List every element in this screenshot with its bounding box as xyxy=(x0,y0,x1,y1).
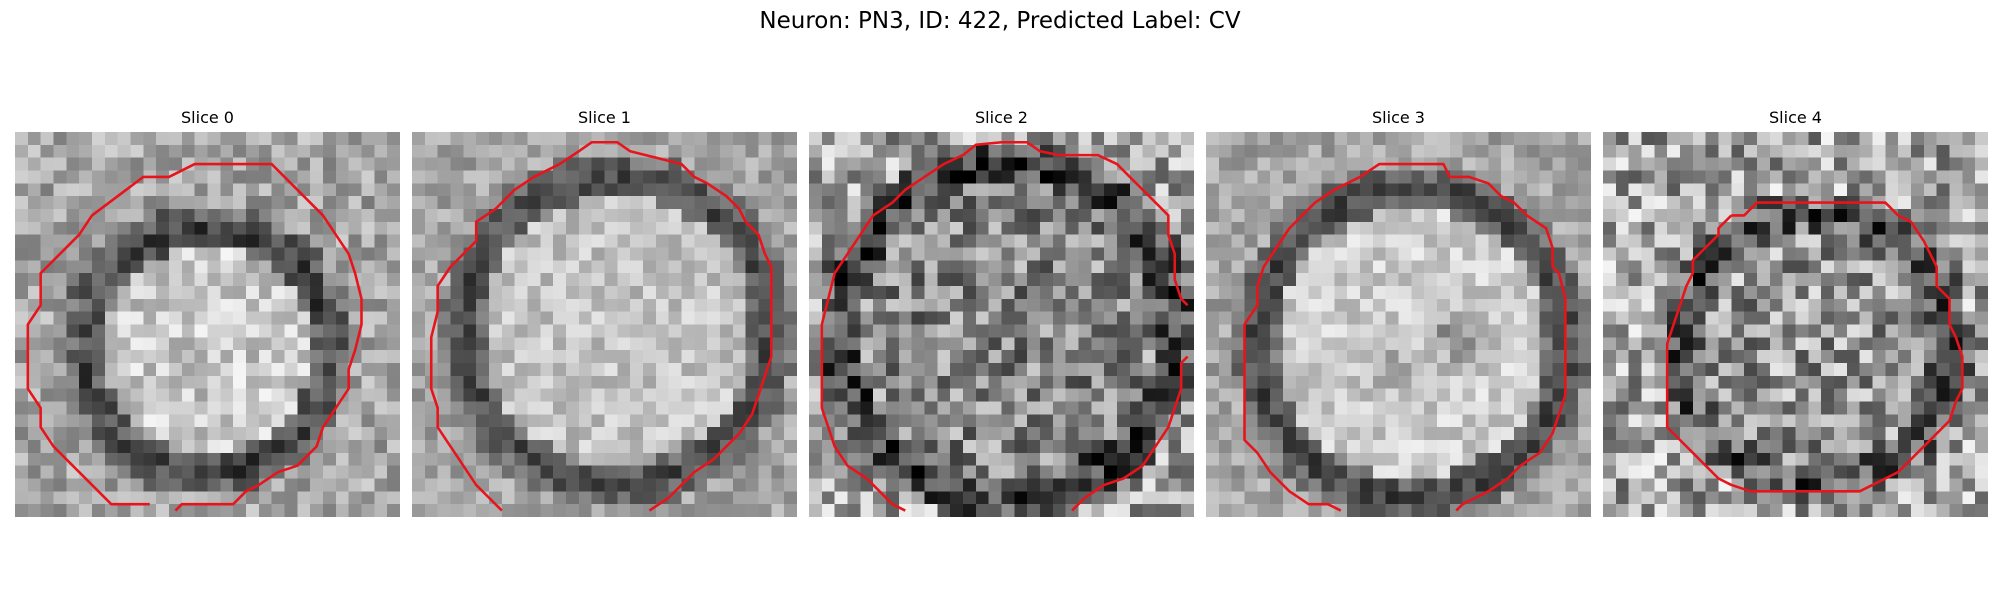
slice-panel-0: Slice 0 xyxy=(15,108,400,517)
contour-line-3 xyxy=(1243,162,1567,512)
slice-title-0: Slice 0 xyxy=(181,108,234,127)
contour-line-1 xyxy=(429,140,773,512)
slice-panel-3: Slice 3 xyxy=(1206,108,1591,517)
slice-image-4 xyxy=(1603,132,1988,517)
slice-image-3 xyxy=(1206,132,1591,517)
slice-title-1: Slice 1 xyxy=(578,108,631,127)
contour-overlay-1 xyxy=(429,140,773,512)
contour-overlay-2 xyxy=(820,140,1189,512)
contour-line-2 xyxy=(820,140,1189,512)
contour-overlay-4 xyxy=(1665,201,1964,493)
slice-image-1 xyxy=(412,132,797,517)
slice-title-4: Slice 4 xyxy=(1769,108,1822,127)
slice-panel-2: Slice 2 xyxy=(809,108,1194,517)
contour-overlay-3 xyxy=(1243,162,1567,512)
slice-panel-4: Slice 4 xyxy=(1603,108,1988,517)
contour-line-0 xyxy=(26,162,363,512)
slice-title-3: Slice 3 xyxy=(1372,108,1425,127)
contour-line-2b xyxy=(1071,355,1189,512)
slice-panel-1: Slice 1 xyxy=(412,108,797,517)
figure-title: Neuron: PN3, ID: 422, Predicted Label: C… xyxy=(759,8,1241,34)
contour-overlay-0 xyxy=(26,162,363,512)
contour-line-4 xyxy=(1665,201,1964,493)
slice-title-2: Slice 2 xyxy=(975,108,1028,127)
slice-image-0 xyxy=(15,132,400,517)
slice-image-2 xyxy=(809,132,1194,517)
